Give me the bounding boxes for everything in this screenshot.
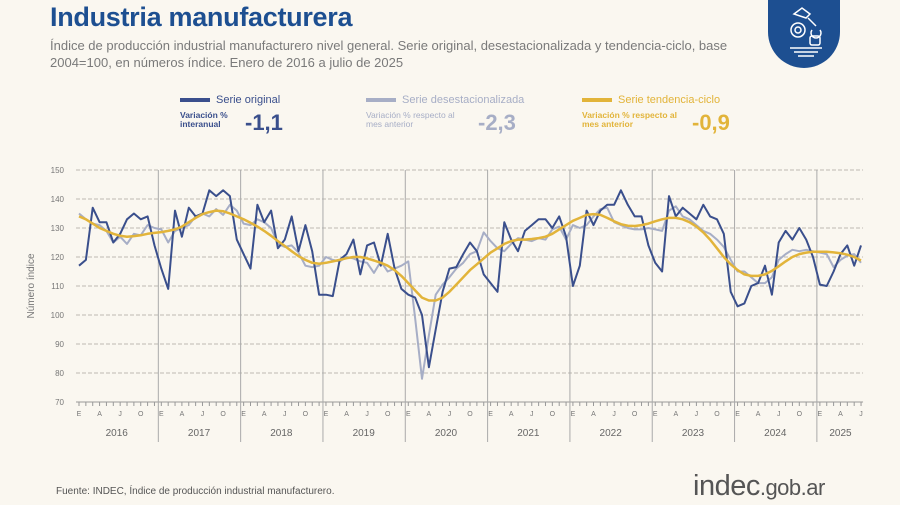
month-label: O: [303, 411, 309, 418]
month-label: J: [859, 411, 863, 418]
y-tick-label: 120: [51, 253, 65, 262]
year-label: 2018: [270, 428, 293, 439]
month-label: A: [427, 411, 432, 418]
legend-swatch: [180, 98, 210, 103]
series-line-desestacionalizada: [78, 203, 862, 380]
year-label: 2020: [435, 428, 458, 439]
legend-trend: Serie tendencia-ciclo: [582, 94, 720, 106]
series-line-tendencia-ciclo: [78, 209, 862, 302]
year-label: 2016: [106, 428, 129, 439]
var-label: Variación % respecto al mes anterior: [366, 110, 455, 129]
month-label: O: [467, 411, 473, 418]
month-label: O: [632, 411, 638, 418]
year-label: 2017: [188, 428, 211, 439]
month-label: E: [735, 411, 740, 418]
year-label: 2025: [829, 428, 852, 439]
legend-label: Serie original: [216, 94, 281, 106]
month-label: O: [714, 411, 720, 418]
robot-arm-logo-icon: [768, 0, 840, 68]
y-axis-label: Número índice: [26, 253, 37, 318]
year-label: 2024: [764, 428, 787, 439]
month-label: J: [448, 411, 452, 418]
month-label: J: [283, 411, 287, 418]
month-label: A: [673, 411, 678, 418]
legend-desest: Serie desestacionalizada: [366, 94, 524, 106]
month-label: E: [571, 411, 576, 418]
legend-swatch: [366, 98, 396, 103]
month-label: J: [530, 411, 534, 418]
legend-label: Serie desestacionalizada: [402, 94, 525, 106]
var-label: Variación % respecto al mes anterior: [582, 110, 677, 129]
y-tick-label: 90: [55, 340, 64, 349]
y-tick-label: 70: [55, 398, 64, 407]
month-label: E: [159, 411, 164, 418]
month-label: J: [365, 411, 369, 418]
month-label: O: [220, 411, 226, 418]
year-label: 2021: [517, 428, 540, 439]
series-line-original: [78, 189, 862, 369]
y-tick-label: 100: [51, 311, 65, 320]
var-value: -0,9: [692, 110, 730, 135]
month-label: A: [97, 411, 102, 418]
year-label: 2022: [600, 428, 623, 439]
month-label: O: [138, 411, 144, 418]
brand-main: indec: [693, 470, 760, 502]
year-label: 2019: [353, 428, 376, 439]
y-tick-label: 140: [51, 195, 65, 204]
page-title: Industria manufacturera: [50, 2, 353, 32]
source-note: Fuente: INDEC, Índice de producción indu…: [56, 486, 335, 497]
y-tick-label: 110: [51, 282, 64, 291]
month-label: J: [695, 411, 699, 418]
month-label: A: [591, 411, 596, 418]
month-label: J: [612, 411, 616, 418]
page-subtitle: Índice de producción industrial manufact…: [50, 38, 728, 70]
var-value: -2,3: [478, 110, 516, 135]
indec-logo: indec.gob.ar: [693, 470, 825, 503]
year-label: 2023: [682, 428, 705, 439]
month-label: A: [838, 411, 843, 418]
month-label: J: [118, 411, 122, 418]
brand-suffix: .gob.ar: [759, 475, 826, 500]
month-label: J: [201, 411, 205, 418]
legend-label: Serie tendencia-ciclo: [618, 94, 721, 106]
month-label: E: [241, 411, 246, 418]
legend-swatch: [582, 98, 612, 103]
month-label: E: [324, 411, 329, 418]
var-label: Variación % interanual: [180, 110, 228, 129]
month-label: A: [344, 411, 349, 418]
month-label: E: [488, 411, 493, 418]
var-value: -1,1: [245, 110, 283, 135]
y-tick-label: 130: [51, 224, 65, 233]
month-label: O: [385, 411, 391, 418]
legend-original: Serie original: [180, 94, 280, 106]
month-label: A: [509, 411, 514, 418]
month-label: E: [818, 411, 823, 418]
month-label: A: [756, 411, 761, 418]
month-label: A: [180, 411, 185, 418]
y-tick-label: 80: [55, 369, 64, 378]
month-label: O: [797, 411, 803, 418]
month-label: E: [77, 411, 82, 418]
month-label: J: [777, 411, 781, 418]
y-tick-label: 150: [51, 166, 65, 175]
month-label: E: [406, 411, 411, 418]
month-label: E: [653, 411, 658, 418]
month-label: A: [262, 411, 267, 418]
month-label: O: [550, 411, 556, 418]
